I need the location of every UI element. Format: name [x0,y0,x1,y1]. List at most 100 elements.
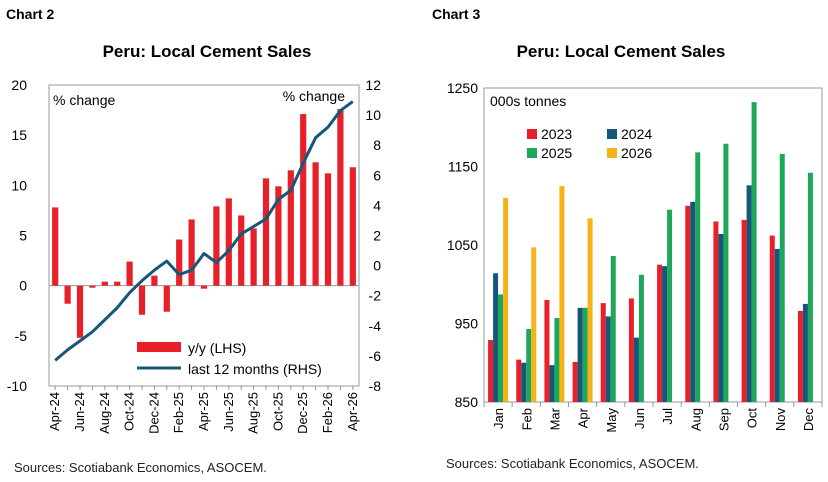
bar-2025 [695,152,701,402]
bar-yy [238,215,245,286]
x-tick-label: Apr [576,407,591,428]
y-axis-label: 000s tonnes [490,93,566,109]
legend-label-2026: 2026 [621,145,652,161]
legend-label-yy: y/y (LHS) [188,340,246,356]
y-tick-label-left: -10 [7,378,27,394]
y-tick-label-right: 4 [373,197,381,213]
x-tick-label: Sep [716,408,731,431]
chart2-source: Sources: Scotiabank Economics, ASOCEM. [14,460,267,475]
bar-yy [250,228,257,286]
bar-yy [300,114,307,286]
bar-yy [213,206,220,286]
x-tick-label: Oct-24 [122,392,137,431]
x-tick-label: Aug-25 [246,392,261,434]
bar-2023 [797,310,803,402]
bar-2026 [587,218,593,402]
bar-2024 [746,185,752,402]
x-tick-label: Nov [773,408,788,432]
bar-2025 [723,143,729,403]
chart2-plot: -10 -5 0 5 10 15 20 -8 -6 -4 -2 0 2 4 6 8 10 12 % change % … [7,77,382,434]
x-tick-label: Jun-24 [72,392,87,432]
chart3-plot: 850 950 1050 1150 1250 000s tonnes Jan Feb Mar Ap… [447,80,823,433]
bar-yy [312,162,319,286]
y-axis-label-right: % change [283,88,345,104]
bar-2025 [526,328,532,402]
bar-2025 [498,294,504,402]
y-tick-label-right: 12 [365,77,381,93]
x-tick-label: Feb [519,408,534,430]
bar-2024 [690,201,696,402]
bar-yy [188,219,195,286]
y-tick-label-right: -2 [369,288,382,304]
chart3-source: Sources: Scotiabank Economics, ASOCEM. [446,456,699,471]
legend-swatch-2026 [607,148,617,158]
bar-yy [163,285,170,312]
bar-2023 [544,299,550,402]
y-tick-label-right: 10 [365,107,381,123]
bar-yy [114,281,121,286]
bar-2023 [713,221,719,402]
bar-yy [275,186,282,286]
bar-2024 [633,337,639,402]
bar-2026 [559,186,565,402]
y-tick-label: 850 [455,394,479,410]
bar-2023 [741,219,747,402]
x-tick-label: Aug-24 [97,392,112,434]
y-axis-label-left: % change [53,92,115,108]
bar-2024 [774,248,780,402]
bar-yy [138,285,146,315]
x-tick-label: Feb-25 [171,392,186,433]
legend-swatch-yy [137,342,181,352]
y-tick-label: 1250 [447,80,478,96]
bar-2025 [610,255,616,402]
bar-2023 [600,303,606,402]
bar-2025 [807,172,813,402]
bar-yy [126,261,133,286]
y-tick-label-left: 5 [19,228,27,244]
x-tick-label: Mar [547,407,562,430]
bar-2024 [662,266,668,402]
bar-yy [324,173,332,286]
bar-yy [262,178,270,286]
x-tick-label: Feb-26 [320,392,335,433]
y-tick-label: 1150 [448,159,478,175]
bar-2025 [779,153,785,402]
bar-2024 [718,234,724,402]
bar-yy [52,207,59,286]
bar-yy [151,275,158,286]
bar-2025 [751,102,757,402]
bar-2025 [638,274,644,402]
bar-yy [89,285,96,288]
bar-2023 [516,359,522,402]
y-tick-label-right: -4 [369,318,382,334]
y-tick-label-left: 0 [19,278,27,294]
y-tick-label-left: 15 [11,127,27,143]
y-tick-label-right: 2 [373,228,381,244]
bar-yy [349,167,356,286]
legend-label-2024: 2024 [621,126,652,142]
y-tick-label-left: -5 [15,328,28,344]
x-tick-label: Aug [688,408,703,431]
y-tick-label-right: 8 [373,137,381,153]
x-tick-label: Oct-25 [270,392,285,431]
bar-yy [101,281,108,286]
y-tick-label: 950 [455,316,479,332]
bar-2024 [605,316,611,402]
chart2-title: Peru: Local Cement Sales [102,42,312,61]
chart2-label: Chart 2 [6,6,55,22]
y-tick-label-left: 20 [11,77,27,93]
legend-label-2023: 2023 [541,126,572,142]
y-tick-label: 1050 [447,237,478,253]
x-tick-label: May [604,408,619,433]
x-tick-label: Apr-24 [47,392,62,431]
bar-2023 [657,264,663,402]
x-tick-label: Jan [491,408,506,429]
x-tick-label: Jun-25 [221,392,236,432]
legend-swatch-2024 [607,129,617,139]
chart3-label: Chart 3 [432,6,481,22]
y-tick-label-right: 6 [373,167,381,183]
x-tick-label: Jun [632,408,647,429]
bar-2024 [549,365,555,402]
chart2-panel: Chart 2 Peru: Local Cement Sales -10 -5 0 5… [6,6,382,475]
bar-yy [337,109,344,286]
